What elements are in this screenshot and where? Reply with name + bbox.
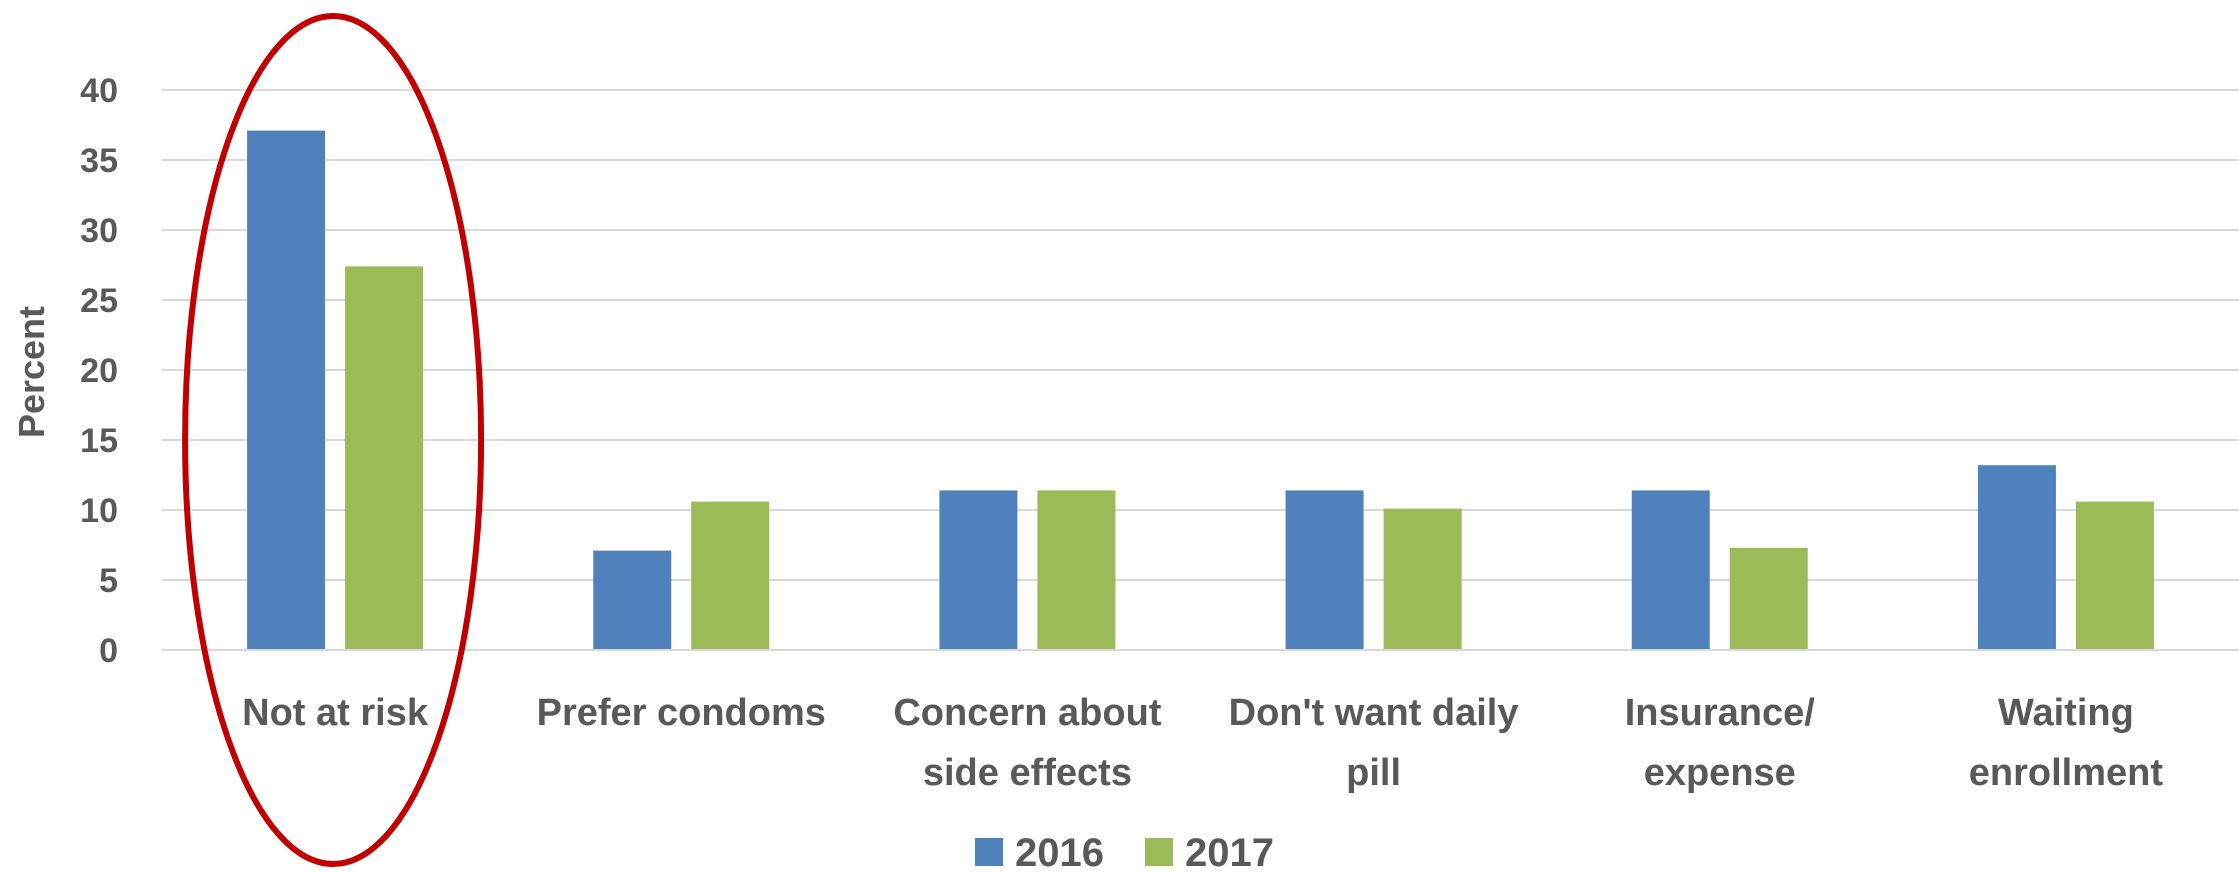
bar-2016-2 <box>939 490 1018 650</box>
bar-2016-0 <box>247 130 326 651</box>
category-label: Waiting <box>1998 692 2134 734</box>
legend-swatch-2017 <box>1145 838 1173 866</box>
legend-swatch-2016 <box>975 838 1003 866</box>
category-label: side effects <box>923 752 1132 794</box>
bar-2016-1 <box>593 550 672 650</box>
category-label: enrollment <box>1969 752 2164 794</box>
bar-2017-4 <box>1729 547 1808 650</box>
y-tick-label: 20 <box>80 352 118 390</box>
y-tick-label: 30 <box>80 212 118 250</box>
legend-label-2017: 2017 <box>1185 831 1274 872</box>
category-label: Don't want daily <box>1229 692 1519 734</box>
y-axis-title: Percent <box>11 306 52 438</box>
y-tick-label: 15 <box>80 422 118 460</box>
category-label: Concern about <box>893 692 1161 734</box>
y-tick-label: 0 <box>99 632 118 670</box>
y-axis-ticks: 0 5 10 15 20 25 30 35 40 <box>80 72 118 670</box>
bar-2016-4 <box>1631 490 1710 650</box>
category-label: Prefer condoms <box>537 692 826 734</box>
category-label: Not at risk <box>242 692 429 734</box>
bar-2017-5 <box>2075 501 2154 650</box>
bar-2017-0 <box>345 266 424 650</box>
category-labels: Not at risk Prefer condoms Concern about si… <box>242 692 2163 794</box>
highlight-ellipse <box>182 13 485 867</box>
bar-2017-1 <box>691 501 770 650</box>
bars <box>247 130 2154 651</box>
category-label: expense <box>1644 752 1796 794</box>
bar-2017-3 <box>1383 508 1462 650</box>
y-tick-label: 35 <box>80 142 118 180</box>
bar-2017-2 <box>1037 490 1116 650</box>
legend-label-2016: 2016 <box>1015 831 1104 872</box>
category-label: Insurance/ <box>1625 692 1816 734</box>
y-tick-label: 10 <box>80 492 118 530</box>
bar-2016-5 <box>1977 465 2056 650</box>
bar-2016-3 <box>1285 490 1364 650</box>
gridlines <box>162 89 2239 581</box>
legend: 2016 2017 <box>975 831 1274 872</box>
y-tick-label: 5 <box>99 562 118 600</box>
y-tick-label: 25 <box>80 282 118 320</box>
y-tick-label: 40 <box>80 72 118 110</box>
category-label: pill <box>1346 752 1401 794</box>
